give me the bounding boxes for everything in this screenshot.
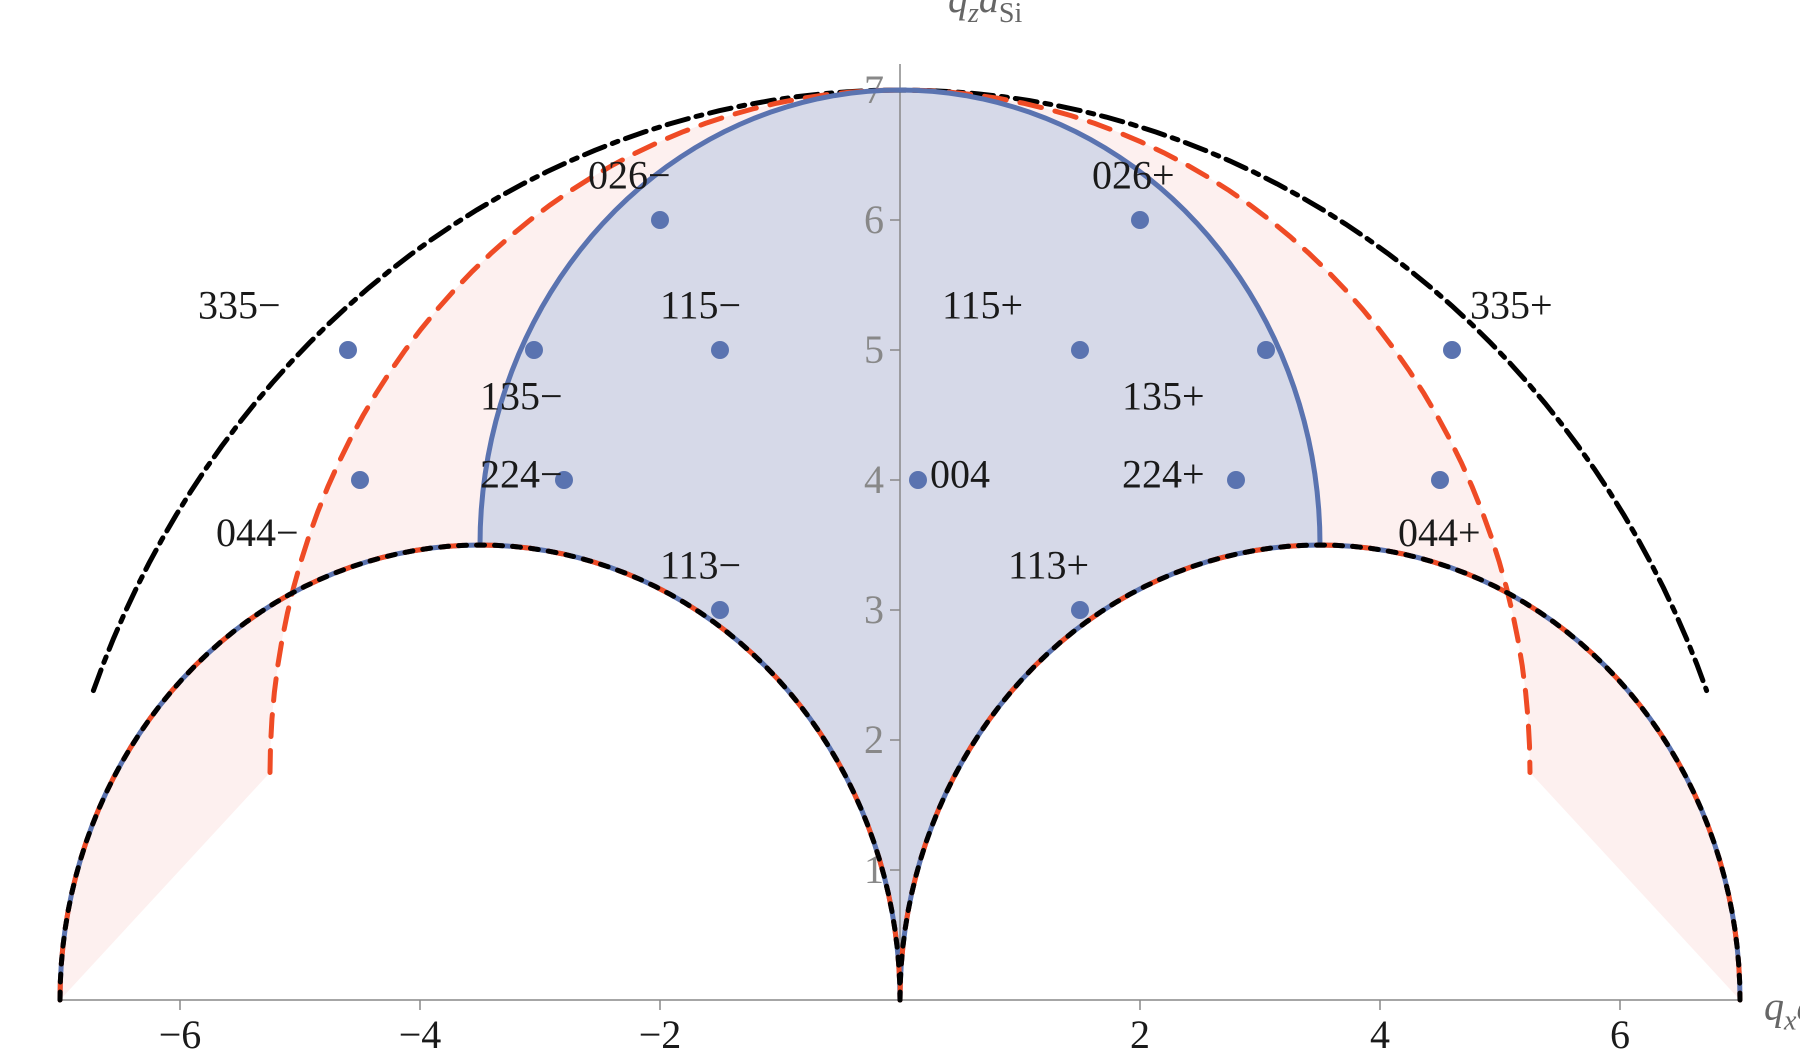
reflection-label: 044+	[1398, 510, 1481, 555]
reflection-label: 026+	[1092, 153, 1175, 198]
reflection-point	[1071, 601, 1089, 619]
reflection-label: 135+	[1122, 374, 1205, 419]
reflection-point	[651, 211, 669, 229]
reflection-point	[525, 341, 543, 359]
x-tick-label: −6	[159, 1012, 202, 1056]
x-tick-label: 2	[1130, 1012, 1150, 1056]
reflection-point	[711, 341, 729, 359]
reflection-point	[339, 341, 357, 359]
reflection-point	[1257, 341, 1275, 359]
reflection-point	[1443, 341, 1461, 359]
x-axis-label: qxaSi	[1764, 984, 1800, 1037]
reflection-label: 026−	[588, 153, 671, 198]
reflection-label: 113+	[1008, 543, 1089, 588]
reflection-label: 135−	[480, 374, 563, 419]
reflection-point	[1227, 471, 1245, 489]
reflection-label: 113−	[660, 543, 741, 588]
reflection-label: 335−	[198, 283, 281, 328]
reflection-label: 115+	[942, 283, 1023, 328]
x-tick-label: 4	[1370, 1012, 1390, 1056]
y-tick-label: 3	[864, 587, 884, 632]
reflection-point	[909, 471, 927, 489]
reflection-label: 115−	[660, 283, 741, 328]
x-tick-label: 6	[1610, 1012, 1630, 1056]
y-axis-label: qzaSi	[948, 0, 1022, 29]
reflection-point	[351, 471, 369, 489]
reciprocal-space-chart: −6−4−22461234567026−026+335−335+115−115+…	[0, 0, 1800, 1056]
reflection-point	[1131, 211, 1149, 229]
reflection-label: 044−	[216, 510, 299, 555]
y-tick-label: 4	[864, 457, 884, 502]
reflection-point	[1431, 471, 1449, 489]
reflection-label: 224−	[480, 452, 563, 497]
reflection-label: 335+	[1470, 283, 1553, 328]
y-tick-label: 5	[864, 327, 884, 372]
reflection-label: 224+	[1122, 452, 1205, 497]
reflection-label: 004	[930, 452, 990, 497]
reflection-point	[711, 601, 729, 619]
y-tick-label: 2	[864, 717, 884, 762]
x-tick-label: −2	[639, 1012, 682, 1056]
x-tick-label: −4	[399, 1012, 442, 1056]
reflection-point	[1071, 341, 1089, 359]
y-tick-label: 6	[864, 197, 884, 242]
